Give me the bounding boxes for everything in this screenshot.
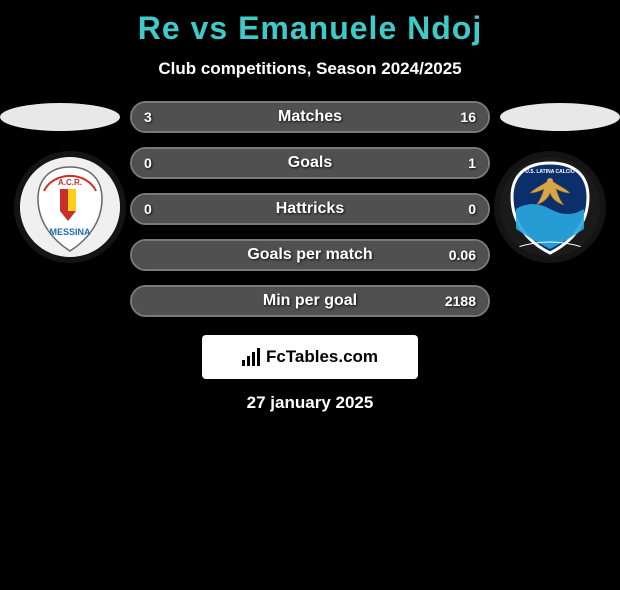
- left-player-name-ellipse: [0, 103, 120, 131]
- stat-right-value: 0.06: [449, 247, 476, 263]
- stat-row: Goals per match 0.06: [130, 239, 490, 271]
- stat-label: Matches: [278, 108, 342, 126]
- stat-right-value: 1: [468, 155, 476, 171]
- stat-row: 0 Goals 1: [130, 147, 490, 179]
- badge-top-text: A.C.R.: [58, 178, 82, 187]
- stat-row: 0 Hattricks 0: [130, 193, 490, 225]
- comparison-content: A.C.R. MESSINA U.S. LATINA CALCIO 3 Match…: [0, 101, 620, 317]
- stats-table: 3 Matches 16 0 Goals 1 0 Hattricks 0 Goals per ma…: [130, 101, 490, 317]
- messina-crest-icon: A.C.R. MESSINA: [20, 157, 120, 257]
- right-team-badge: U.S. LATINA CALCIO: [500, 157, 600, 257]
- date-text: 27 january 2025: [0, 393, 620, 413]
- stat-row: 3 Matches 16: [130, 101, 490, 133]
- stat-left-value: 0: [144, 155, 152, 171]
- stat-right-value: 0: [468, 201, 476, 217]
- badge-ribbon-text: U.S. LATINA CALCIO: [525, 169, 575, 175]
- stat-right-value: 16: [460, 109, 476, 125]
- stat-label: Goals: [288, 154, 332, 172]
- stat-left-value: 3: [144, 109, 152, 125]
- subtitle: Club competitions, Season 2024/2025: [0, 59, 620, 79]
- chart-bars-icon: [242, 348, 262, 366]
- brand-text: FcTables.com: [266, 347, 378, 367]
- stat-left-value: 0: [144, 201, 152, 217]
- latina-crest-icon: U.S. LATINA CALCIO: [500, 157, 600, 257]
- brand-box[interactable]: FcTables.com: [202, 335, 418, 379]
- badge-bottom-text: MESSINA: [49, 227, 91, 237]
- stat-label: Min per goal: [263, 292, 357, 310]
- right-player-name-ellipse: [500, 103, 620, 131]
- stat-label: Hattricks: [276, 200, 344, 218]
- stat-label: Goals per match: [247, 246, 372, 264]
- left-team-badge: A.C.R. MESSINA: [20, 157, 120, 257]
- page-title: Re vs Emanuele Ndoj: [0, 10, 620, 47]
- stat-row: Min per goal 2188: [130, 285, 490, 317]
- stat-right-value: 2188: [445, 293, 476, 309]
